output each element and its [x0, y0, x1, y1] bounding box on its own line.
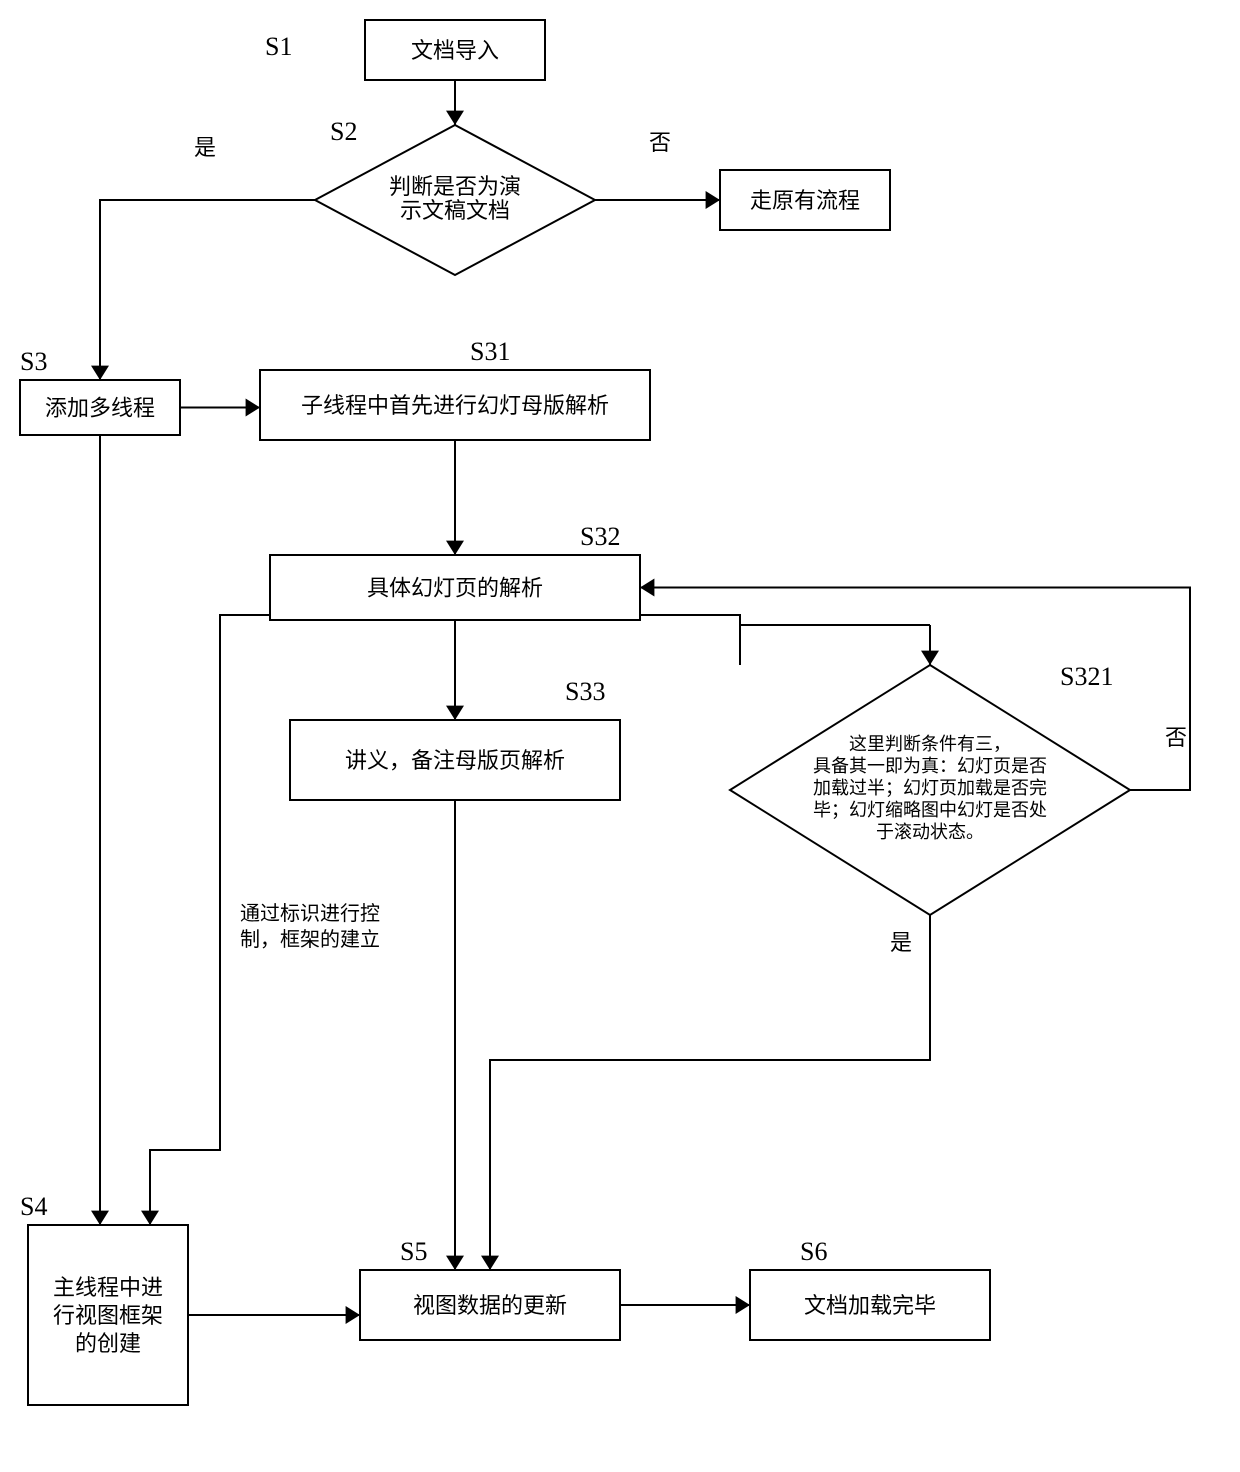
svg-text:判断是否为演: 判断是否为演 [389, 174, 521, 199]
svg-text:于滚动状态。: 于滚动状态。 [876, 822, 984, 842]
svg-text:走原有流程: 走原有流程 [750, 188, 860, 213]
svg-text:讲义，备注母版页解析: 讲义，备注母版页解析 [345, 748, 565, 773]
svg-text:S4: S4 [20, 1192, 47, 1221]
svg-text:S6: S6 [800, 1237, 827, 1266]
svg-text:S1: S1 [265, 32, 292, 61]
svg-text:否: 否 [649, 130, 671, 155]
svg-text:视图数据的更新: 视图数据的更新 [413, 1293, 567, 1318]
svg-text:S2: S2 [330, 117, 357, 146]
svg-text:的创建: 的创建 [75, 1331, 141, 1356]
svg-text:添加多线程: 添加多线程 [45, 396, 155, 421]
svg-text:毕；幻灯缩略图中幻灯是否处: 毕；幻灯缩略图中幻灯是否处 [813, 800, 1047, 820]
svg-text:具备其一即为真：幻灯页是否: 具备其一即为真：幻灯页是否 [813, 756, 1047, 776]
svg-text:S32: S32 [580, 522, 620, 551]
svg-text:加载过半；幻灯页加载是否完: 加载过半；幻灯页加载是否完 [813, 778, 1047, 798]
svg-text:制，框架的建立: 制，框架的建立 [240, 928, 380, 951]
svg-text:S31: S31 [470, 337, 510, 366]
svg-text:是: 是 [194, 135, 216, 160]
svg-text:否: 否 [1165, 725, 1187, 750]
svg-text:具体幻灯页的解析: 具体幻灯页的解析 [367, 576, 543, 601]
svg-text:文档加载完毕: 文档加载完毕 [804, 1293, 936, 1318]
svg-text:示文稿文档: 示文稿文档 [400, 198, 510, 223]
svg-text:文档导入: 文档导入 [411, 38, 499, 63]
svg-text:S33: S33 [565, 677, 605, 706]
svg-text:子线程中首先进行幻灯母版解析: 子线程中首先进行幻灯母版解析 [301, 393, 609, 418]
svg-text:是: 是 [890, 930, 912, 955]
svg-text:行视图框架: 行视图框架 [53, 1303, 163, 1328]
svg-text:S321: S321 [1060, 662, 1113, 691]
svg-text:S5: S5 [400, 1237, 427, 1266]
svg-text:通过标识进行控: 通过标识进行控 [240, 902, 380, 925]
svg-text:这里判断条件有三，: 这里判断条件有三， [849, 734, 1011, 754]
svg-text:S3: S3 [20, 347, 47, 376]
svg-text:主线程中进: 主线程中进 [53, 1275, 163, 1300]
